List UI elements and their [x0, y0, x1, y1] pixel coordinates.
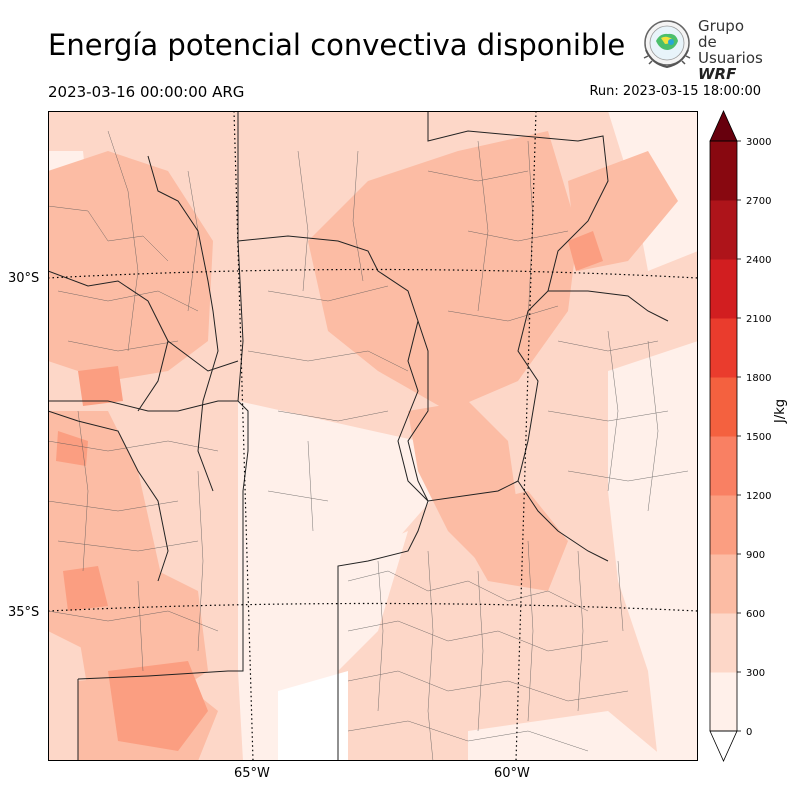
colorbar-tick-label: 1500: [746, 432, 771, 443]
colorbar-tick-label: 900: [746, 550, 765, 561]
colorbar-bin: [710, 377, 737, 437]
cape-mid-area: [48, 151, 213, 381]
cape-low-area: [468, 711, 668, 761]
valid-time: 2023-03-16 00:00:00 ARG: [48, 83, 245, 101]
grupo-wrf-logo: Grupo de Usuarios WRF: [638, 16, 763, 82]
colorbar-bin: [710, 613, 737, 673]
colorbar-bin: [710, 672, 737, 732]
globe-icon: [643, 20, 691, 69]
lat-label-35s: 35°S: [8, 605, 40, 620]
province-borders: [48, 111, 669, 761]
cape-map: [48, 111, 698, 761]
colorbar-tick-label: 0: [746, 727, 752, 738]
colorbar-bin: [710, 554, 737, 614]
cape-mid-area: [308, 131, 578, 411]
colorbar-tick-label: 1200: [746, 491, 771, 502]
run-time: Run: 2023-03-15 18:00:00: [589, 84, 761, 99]
colorbar-tick-label: 2400: [746, 255, 771, 266]
cape-low-area: [338, 531, 408, 671]
cape-high-area: [108, 661, 208, 751]
colorbar-tick-label: 1800: [746, 373, 771, 384]
graticule: [48, 111, 698, 761]
lat-label-30s: 30°S: [8, 271, 40, 286]
colorbar-tick-label: 300: [746, 668, 765, 679]
colorbar-bin: [710, 200, 737, 260]
cape-high-area: [56, 431, 88, 466]
colorbar-bin: [710, 259, 737, 319]
colorbar-bin: [710, 141, 737, 201]
colorbar-tick-label: 3000: [746, 137, 771, 148]
logo-line-1: Grupo de: [698, 17, 744, 51]
colorbar-extend-min: [709, 730, 738, 762]
logo-line-3: WRF: [698, 65, 737, 83]
logo-line-2: Usuarios: [698, 49, 763, 67]
colorbar-bin: [710, 495, 737, 555]
cape-high-area: [63, 566, 108, 611]
cape-low-area: [278, 671, 348, 761]
colorbar-extend-max: [709, 110, 738, 142]
colorbar-tick-label: 600: [746, 609, 765, 620]
cape-high-area: [568, 231, 603, 271]
cape-low-area: [608, 341, 698, 761]
lon-label-65w: 65°W: [234, 766, 270, 781]
department-borders: [48, 130, 689, 761]
colorbar-tick-label: 2700: [746, 196, 771, 207]
lon-label-60w: 60°W: [494, 766, 530, 781]
colorbar-bin: [710, 318, 737, 378]
page-title: Energía potencial convectiva disponible: [48, 28, 626, 62]
cape-mid-area: [448, 491, 568, 591]
colorbar-bin: [710, 436, 737, 496]
colorbar-tick-label: 2100: [746, 314, 771, 325]
cape-high-area: [78, 366, 123, 406]
colorbar: 0 300 600 900 1200 1500 1800 2100 2400 2700 3000: [709, 110, 771, 762]
colorbar-label: J/kg: [773, 399, 788, 423]
